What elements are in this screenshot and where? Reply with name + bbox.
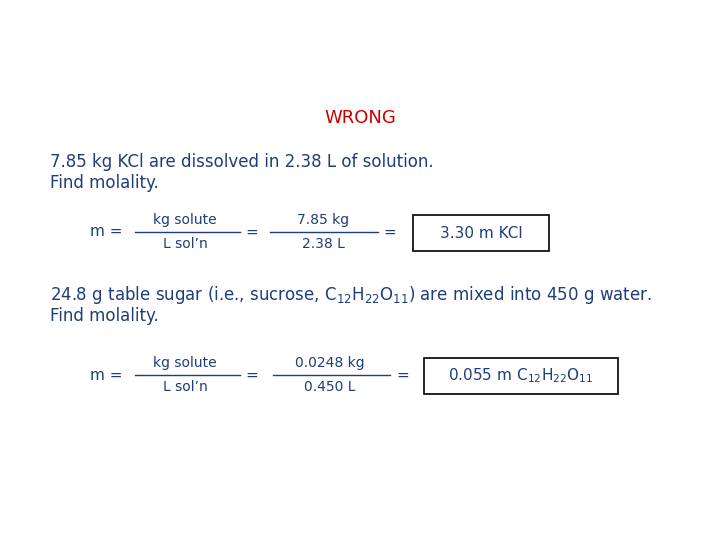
Text: m =: m =: [90, 368, 122, 382]
Text: Find molality.: Find molality.: [50, 174, 158, 192]
Text: =: =: [246, 368, 258, 382]
Text: =: =: [246, 225, 258, 240]
Text: =: =: [384, 225, 397, 240]
Text: L sol’n: L sol’n: [163, 237, 207, 251]
Text: 7.85 kg KCl are dissolved in 2.38 L of solution.: 7.85 kg KCl are dissolved in 2.38 L of s…: [50, 153, 433, 171]
Text: WRONG: WRONG: [324, 109, 396, 127]
Text: m =: m =: [90, 225, 122, 240]
Text: 0.450 L: 0.450 L: [305, 380, 356, 394]
Text: =: =: [397, 368, 410, 382]
Text: 0.055 m C$_{12}$H$_{22}$O$_{11}$: 0.055 m C$_{12}$H$_{22}$O$_{11}$: [449, 367, 594, 386]
Text: 3.30 m KCl: 3.30 m KCl: [440, 226, 522, 240]
Text: 2.38 L: 2.38 L: [302, 237, 344, 251]
Text: kg solute: kg solute: [153, 356, 217, 370]
Text: 7.85 kg: 7.85 kg: [297, 213, 349, 227]
Text: 24.8 g table sugar (i.e., sucrose, C$_{12}$H$_{22}$O$_{11}$) are mixed into 450 : 24.8 g table sugar (i.e., sucrose, C$_{1…: [50, 284, 652, 306]
Text: 0.0248 kg: 0.0248 kg: [295, 356, 365, 370]
Text: kg solute: kg solute: [153, 213, 217, 227]
Text: Find molality.: Find molality.: [50, 307, 158, 325]
Text: L sol’n: L sol’n: [163, 380, 207, 394]
